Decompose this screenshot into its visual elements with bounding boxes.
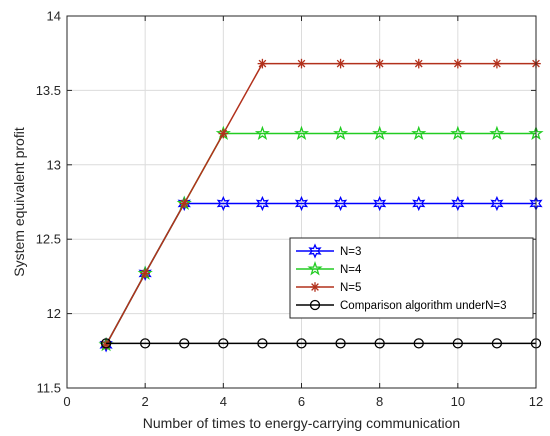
marker-stroke xyxy=(180,199,189,208)
data-point xyxy=(490,195,504,212)
data-point xyxy=(177,195,191,212)
series-line xyxy=(105,62,536,346)
data-point xyxy=(489,125,505,141)
y-tick-label: 12.5 xyxy=(36,232,61,247)
data-point xyxy=(294,195,309,212)
x-tick-label: 10 xyxy=(451,394,465,409)
data-point xyxy=(138,265,152,282)
data-point xyxy=(413,58,424,69)
marker-stroke xyxy=(141,269,150,278)
data-point xyxy=(372,125,388,141)
x-axis-title: Number of times to energy-carrying commu… xyxy=(143,415,460,431)
data-point xyxy=(335,338,346,349)
marker-stroke xyxy=(414,59,423,68)
marker-stroke xyxy=(297,59,306,68)
x-tick-label: 8 xyxy=(376,394,383,409)
marker-stroke xyxy=(258,59,267,68)
legend-item: N=3 xyxy=(296,243,361,259)
x-tick-label: 12 xyxy=(529,394,543,409)
y-tick-label: 13 xyxy=(47,157,61,172)
data-point xyxy=(254,125,271,141)
data-point xyxy=(451,195,465,212)
data-point xyxy=(140,338,151,349)
marker-stroke xyxy=(311,283,319,291)
marker-stroke xyxy=(336,59,345,68)
legend-marker xyxy=(309,299,321,311)
x-tick-label: 4 xyxy=(220,394,227,409)
data-point xyxy=(179,198,190,209)
data-point xyxy=(140,268,150,279)
data-point xyxy=(450,125,466,141)
legend: N=3 N=4 N=5 Comparison algorithm underN=3 xyxy=(289,237,534,319)
data-point xyxy=(332,125,349,141)
y-tick-label: 11.5 xyxy=(37,381,61,396)
data-point xyxy=(218,128,229,139)
data-point xyxy=(373,195,387,212)
legend-label: N=5 xyxy=(340,282,361,294)
data-point xyxy=(296,338,307,349)
data-point xyxy=(99,337,113,353)
legend-label: N=3 xyxy=(340,246,361,258)
data-point xyxy=(100,338,112,349)
data-point xyxy=(257,58,268,69)
data-point xyxy=(453,58,463,69)
data-point xyxy=(412,195,426,212)
y-tick-label: 12 xyxy=(47,306,61,321)
data-point xyxy=(452,338,463,349)
ticks: 0 2 4 6 8 10 12 11.5 12 12.5 13 13.5 14 xyxy=(36,9,544,410)
data-point xyxy=(492,58,502,69)
series-layer xyxy=(98,58,544,353)
marker-stroke xyxy=(219,129,228,138)
data-point xyxy=(333,195,348,212)
data-point xyxy=(491,338,503,349)
data-point xyxy=(216,195,230,212)
y-tick-label: 14 xyxy=(47,9,61,24)
legend-marker xyxy=(310,282,320,292)
legend-label: Comparison algorithm underN=3 xyxy=(340,300,507,312)
data-point xyxy=(374,338,385,349)
marker-stroke xyxy=(493,59,501,68)
data-point xyxy=(255,195,270,212)
series-n-5 xyxy=(101,58,541,350)
legend-label: N=4 xyxy=(340,264,362,276)
data-point xyxy=(335,58,346,69)
data-point xyxy=(296,58,307,69)
legend-item: N=5 xyxy=(296,282,361,294)
legend-item: Comparison algorithm underN=3 xyxy=(296,299,507,312)
marker-stroke xyxy=(453,59,462,68)
legend-marker xyxy=(307,261,323,276)
data-point xyxy=(374,58,385,69)
y-axis-title: System equivalent profit xyxy=(11,127,27,277)
data-point xyxy=(179,338,190,349)
data-point xyxy=(413,338,424,349)
y-tick-label: 13.5 xyxy=(36,83,61,98)
data-point xyxy=(257,338,268,349)
legend-marker xyxy=(308,243,322,259)
data-point xyxy=(293,125,310,141)
data-point xyxy=(218,338,229,349)
x-tick-label: 6 xyxy=(298,394,305,409)
x-tick-label: 0 xyxy=(63,394,70,409)
legend-item: N=4 xyxy=(296,261,362,276)
marker-stroke xyxy=(375,59,384,68)
x-tick-label: 2 xyxy=(142,394,149,409)
data-point xyxy=(411,125,427,141)
